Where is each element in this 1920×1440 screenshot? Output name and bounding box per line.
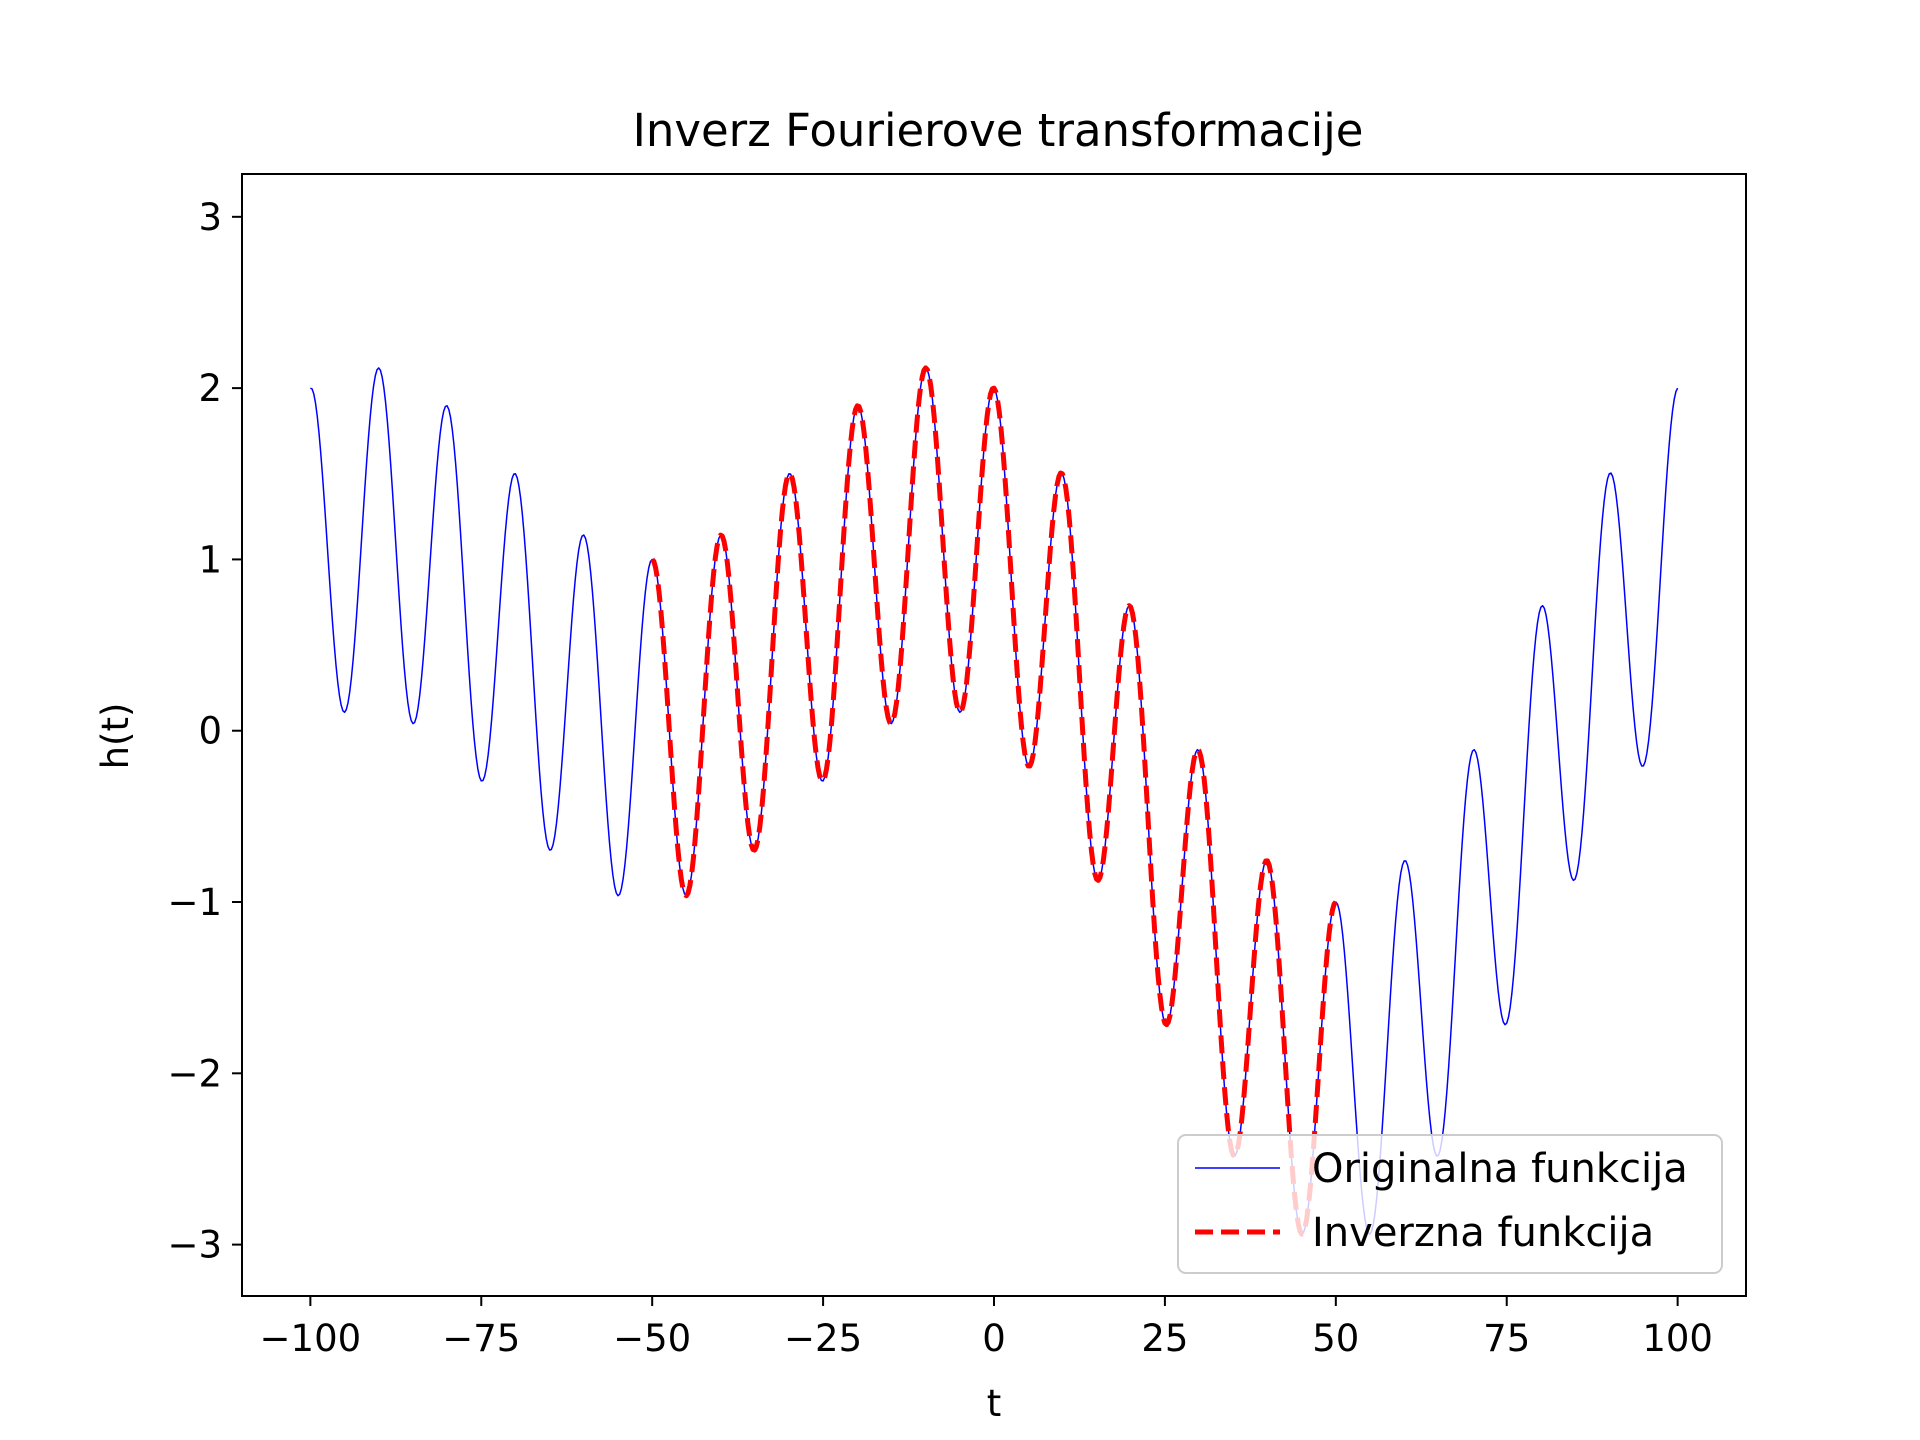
x-tick-label: −75	[442, 1317, 520, 1360]
y-axis-label: h(t)	[94, 703, 137, 770]
x-tick-label: 25	[1141, 1317, 1188, 1360]
y-tick-label: 1	[198, 538, 222, 581]
x-tick-label: −50	[613, 1317, 691, 1360]
y-axis-ticks: −3 −2 −1 0 1 2 3	[167, 196, 242, 1267]
x-tick-label: −25	[784, 1317, 862, 1360]
x-axis-ticks: −100 −75 −50 −25 0 25 50 75 100	[260, 1296, 1713, 1360]
y-tick-label: −2	[167, 1052, 222, 1095]
legend-label-inverse: Inverzna funkcija	[1312, 1210, 1654, 1256]
y-tick-label: −3	[167, 1224, 222, 1267]
legend-label-original: Originalna funkcija	[1312, 1146, 1688, 1192]
y-tick-label: 0	[198, 710, 222, 753]
x-tick-label: 50	[1312, 1317, 1359, 1360]
series-layer	[310, 365, 1679, 1237]
plot-area	[241, 173, 1747, 1297]
chart-title: Inverz Fourierove transformacije	[633, 104, 1364, 157]
y-tick-label: 2	[198, 367, 222, 410]
axes-background	[242, 174, 1746, 1296]
x-tick-label: 75	[1483, 1317, 1530, 1360]
series-line-inverse	[650, 365, 1338, 1237]
x-tick-label: 0	[982, 1317, 1006, 1360]
x-axis-label: t	[987, 1382, 1002, 1425]
x-tick-label: −100	[260, 1317, 362, 1360]
legend-box	[1177, 1134, 1723, 1274]
y-tick-label: 3	[198, 196, 222, 239]
legend: Originalna funkcija Inverzna funkcija	[1177, 1134, 1723, 1274]
x-tick-label: 100	[1642, 1317, 1713, 1360]
y-tick-label: −1	[167, 881, 222, 924]
